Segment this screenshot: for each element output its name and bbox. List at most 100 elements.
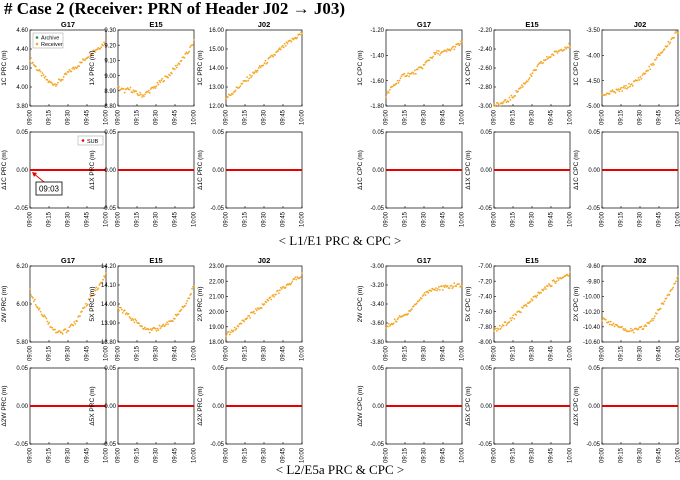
- receiver-point: [68, 68, 71, 71]
- x-tick-label: 10:00: [460, 109, 466, 125]
- panel-title: E15: [525, 20, 538, 29]
- receiver-point: [166, 321, 168, 324]
- receiver-point: [623, 85, 626, 88]
- receiver-point: [29, 288, 31, 291]
- receiver-point: [495, 329, 498, 332]
- receiver-point: [399, 77, 402, 80]
- x-tick-label: 09:45: [173, 447, 179, 463]
- receiver-point: [277, 289, 279, 292]
- y-tick-label: -5.00: [586, 104, 600, 110]
- panel-title: J02: [258, 20, 271, 29]
- receiver-point: [263, 303, 266, 305]
- receiver-point: [101, 281, 104, 284]
- x-tick-label: 10:00: [300, 211, 306, 227]
- receiver-point: [235, 327, 238, 330]
- y-axis-label: 5X PRC (m): [89, 286, 96, 321]
- receiver-point: [169, 74, 171, 77]
- receiver-point: [264, 59, 267, 62]
- receiver-point: [542, 62, 544, 64]
- receiver-point: [51, 82, 54, 85]
- receiver-point: [453, 48, 456, 51]
- receiver-point: [299, 33, 301, 36]
- y-tick-label: -0.05: [14, 206, 28, 212]
- receiver-point: [677, 32, 679, 34]
- y-axis-label: 2X PRC (m): [197, 286, 204, 321]
- receiver-point: [607, 320, 610, 323]
- y-tick-label: -3.00: [478, 104, 492, 110]
- receiver-point: [543, 288, 545, 290]
- receiver-point: [642, 327, 645, 330]
- receiver-point: [455, 285, 458, 287]
- receiver-point: [665, 297, 668, 300]
- legend-label: Archive: [41, 36, 59, 42]
- y-axis-label: 1X PRC (m): [89, 50, 96, 85]
- receiver-point: [72, 324, 75, 327]
- receiver-point: [192, 44, 194, 46]
- receiver-point: [259, 66, 262, 69]
- receiver-point: [250, 76, 252, 79]
- receiver-point: [165, 323, 168, 326]
- receiver-point: [611, 89, 614, 91]
- receiver-point: [643, 325, 646, 328]
- receiver-point: [542, 289, 544, 292]
- receiver-point: [141, 325, 143, 328]
- y-tick-label: -0.05: [370, 442, 384, 448]
- receiver-point: [141, 96, 143, 98]
- receiver-point: [653, 63, 655, 66]
- receiver-point: [134, 318, 137, 321]
- x-tick-label: 09:30: [638, 447, 644, 463]
- y-tick-label: 0.00: [588, 404, 600, 410]
- receiver-point: [274, 54, 276, 56]
- receiver-point: [493, 329, 495, 332]
- receiver-point: [31, 61, 34, 64]
- plot-frame: [385, 265, 463, 343]
- x-tick-label: 10:00: [568, 109, 574, 125]
- receiver-point: [459, 43, 461, 45]
- receiver-point: [675, 280, 677, 283]
- x-tick-label: 09:30: [154, 211, 160, 227]
- receiver-point: [441, 289, 444, 291]
- receiver-point: [159, 327, 162, 330]
- receiver-point: [46, 78, 49, 81]
- receiver-point: [243, 320, 246, 323]
- receiver-point: [667, 40, 670, 43]
- receiver-point: [183, 56, 186, 59]
- x-tick-label: 09:00: [384, 109, 390, 125]
- receiver-point: [498, 324, 501, 327]
- receiver-point: [621, 325, 624, 328]
- receiver-point: [511, 316, 514, 319]
- receiver-point: [158, 79, 161, 82]
- receiver-point: [420, 297, 423, 300]
- receiver-point: [148, 92, 151, 94]
- receiver-point: [531, 72, 534, 75]
- y-tick-label: 0.00: [16, 404, 28, 410]
- x-tick-label: 09:45: [549, 447, 555, 463]
- x-tick-label: 10:00: [676, 447, 680, 463]
- receiver-point: [521, 86, 524, 88]
- annotation-arrowhead: [32, 172, 37, 177]
- x-tick-label: 09:00: [28, 345, 34, 361]
- receiver-point: [661, 51, 664, 53]
- receiver-point: [118, 309, 120, 312]
- receiver-point: [648, 65, 651, 68]
- receiver-point: [40, 313, 43, 316]
- receiver-point: [436, 49, 438, 52]
- receiver-point: [552, 54, 555, 57]
- receiver-point: [515, 89, 518, 92]
- x-tick-label: 09:15: [403, 447, 409, 463]
- receiver-point: [504, 98, 507, 101]
- receiver-point: [403, 72, 406, 75]
- receiver-point: [449, 49, 452, 52]
- receiver-point: [31, 295, 33, 298]
- receiver-point: [283, 42, 286, 45]
- receiver-point: [415, 302, 418, 305]
- receiver-point: [564, 46, 567, 49]
- receiver-point: [670, 38, 673, 41]
- receiver-point: [438, 54, 441, 56]
- receiver-point: [654, 315, 656, 318]
- receiver-point: [62, 76, 65, 78]
- y-tick-label: 0.05: [16, 130, 28, 136]
- receiver-point: [157, 329, 160, 332]
- receiver-point: [48, 80, 51, 83]
